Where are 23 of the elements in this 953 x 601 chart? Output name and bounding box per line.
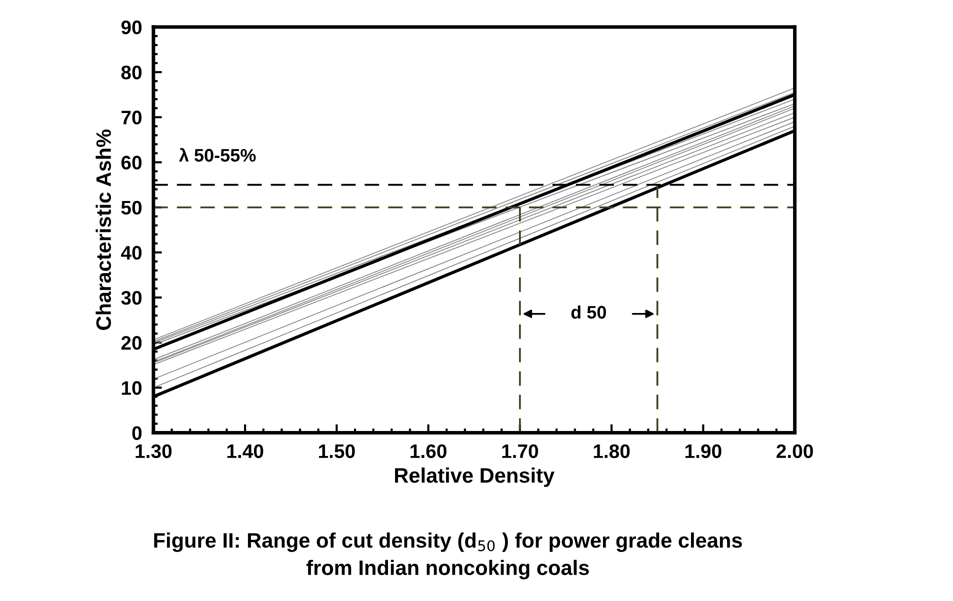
y-tick-label: 70 — [122, 110, 142, 124]
y-tick-label: 90 — [121, 20, 142, 34]
x-tick-label: 1.30 — [136, 444, 172, 458]
x-tick-label: 1.80 — [594, 444, 630, 458]
annotation: d 50 — [571, 305, 606, 319]
x-tick-label: 2.00 — [776, 444, 813, 458]
annotation: λ 50-55% — [179, 148, 256, 162]
y-tick-label: 80 — [121, 66, 142, 80]
x-tick-label: 1.60 — [410, 444, 446, 458]
x-tick-label: 1.40 — [227, 444, 264, 458]
text: Figure II: Range of cut density (d$_{50}$ ) for power grade cleans from Indian noncoking coals — [154, 532, 742, 580]
y-tick-label: 40 — [120, 246, 142, 260]
y-tick-label: 30 — [121, 290, 142, 305]
y-tick-label: 0 — [132, 426, 142, 440]
y-tick-label: 10 — [122, 381, 142, 395]
y-axis-title: Characteristic Ash% — [96, 130, 112, 330]
x-tick-label: 1.50 — [318, 444, 355, 458]
x-tick-label: 1.70 — [502, 444, 538, 458]
y-tick-label: 50 — [121, 200, 142, 215]
x-tick-label: 1.90 — [685, 444, 722, 458]
y-tick-label: 20 — [121, 336, 142, 350]
y-tick-label: 60 — [121, 156, 142, 170]
x-axis-title: Relative Density — [395, 468, 554, 487]
